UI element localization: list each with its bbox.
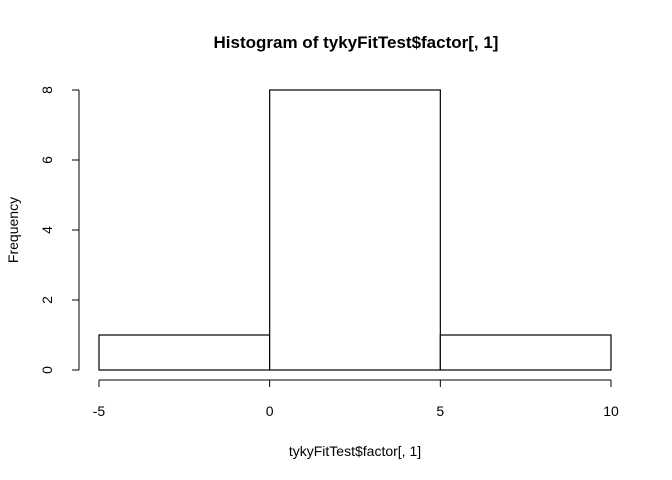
x-axis-label: tykyFitTest$factor[, 1]	[289, 443, 421, 459]
y-axis-label: Frequency	[5, 197, 21, 263]
x-tick-label-0: -5	[93, 403, 106, 419]
histogram-bar-2	[439, 334, 612, 371]
histogram-bar-1	[269, 89, 441, 371]
x-tick-label-3: 10	[603, 403, 619, 419]
y-tick-label-0: 0	[39, 366, 55, 374]
y-tick-label-4: 8	[39, 86, 55, 94]
y-tick-label-3: 6	[39, 156, 55, 164]
bars-group	[98, 89, 612, 371]
y-axis: 0 2 4 6 8	[39, 86, 80, 374]
histogram-bar-0	[98, 334, 271, 371]
y-tick-label-1: 2	[39, 296, 55, 304]
x-tick-label-1: 0	[266, 403, 274, 419]
x-tick-label-2: 5	[436, 403, 444, 419]
y-tick-label-2: 4	[39, 226, 55, 234]
x-axis: -5 0 5 10	[93, 379, 619, 419]
chart-title: Histogram of tykyFitTest$factor[, 1]	[214, 33, 499, 52]
